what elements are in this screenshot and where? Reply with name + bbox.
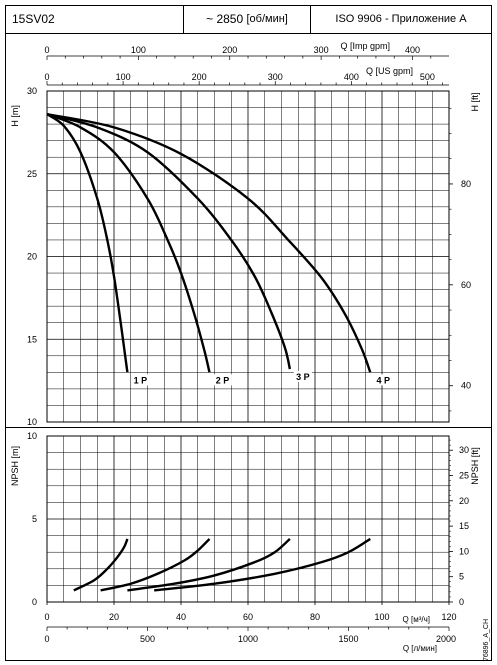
us-gpm-tick-label: 200 xyxy=(192,72,207,82)
npsh-curve-2p xyxy=(100,538,211,592)
x-tick-label: 100 xyxy=(374,612,389,622)
drawing-code: 76896_A_CH xyxy=(483,619,490,661)
y-right-tick-label: 20 xyxy=(459,496,469,506)
us-gpm-axis-label: Q [US gpm] xyxy=(366,66,413,76)
y-tick-label: 20 xyxy=(27,252,37,262)
npsh-curve-3p xyxy=(127,538,291,592)
lmin-tick-label: 0 xyxy=(44,634,49,644)
y-axis-label: H [m] xyxy=(10,105,20,127)
head-curve-4p xyxy=(46,112,372,373)
plot-border xyxy=(46,90,450,423)
npsh-curve-1p xyxy=(73,538,129,592)
y-tick-label: 30 xyxy=(27,86,37,96)
imp-gpm-tick-label: 400 xyxy=(405,45,420,55)
head-curve-3p xyxy=(46,113,292,370)
imp-gpm-axis-label: Q [Imp gpm] xyxy=(340,41,390,51)
y-right-tick-label: 25 xyxy=(459,471,469,481)
imp-gpm-tick-label: 100 xyxy=(131,45,146,55)
us-gpm-tick-label: 500 xyxy=(420,72,435,82)
x-tick-label: 20 xyxy=(109,612,119,622)
imp-gpm-tick-label: 0 xyxy=(44,45,49,55)
npsh-curve-chart: 0 5 10 NPSH [m] 0 5 10 15 20 25 30 NPSH [ft] 0 20 40 60… xyxy=(10,431,490,661)
lmin-tick-label: 1000 xyxy=(238,634,258,644)
us-gpm-tick-label: 0 xyxy=(44,72,49,82)
curve-label-bg xyxy=(374,374,393,386)
y-right-tick-label: 80 xyxy=(461,179,471,189)
y-right-axis-label: NPSH [ft] xyxy=(470,447,480,485)
curve-label-bg xyxy=(131,374,150,386)
y-right-tick-label: 40 xyxy=(461,381,471,391)
head-curve-2p xyxy=(46,113,211,373)
x-tick-label: 120 xyxy=(441,612,456,622)
x-axis-label: Q [м³/ч] xyxy=(403,615,430,624)
curve-label-bg xyxy=(213,374,232,386)
head-curve-1p xyxy=(46,113,129,373)
header-model-cell: 15SV02 xyxy=(12,5,182,33)
imp-gpm-tick-label: 200 xyxy=(222,45,237,55)
lmin-axis-label: Q [л/мин] xyxy=(403,644,437,653)
curve-label-1p: 1 P xyxy=(134,375,148,385)
standard-label: ISO 9906 - Приложение A xyxy=(335,13,467,25)
lmin-tick-label: 1500 xyxy=(338,634,358,644)
x-tick-label: 80 xyxy=(310,612,320,622)
y-tick-label: 15 xyxy=(27,334,37,344)
y-tick-label: 5 xyxy=(32,514,37,524)
curve-label-bg xyxy=(293,371,312,383)
y-right-tick-label: 30 xyxy=(459,445,469,455)
speed-unit: [об/мин] xyxy=(246,13,288,25)
y-right-tick-label: 60 xyxy=(461,280,471,290)
y-right-tick-label: 5 xyxy=(459,572,464,582)
curve-label-3p: 3 P xyxy=(296,372,310,382)
lmin-tick-label: 500 xyxy=(140,634,155,644)
speed-value: ~ 2850 xyxy=(206,12,244,26)
us-gpm-tick-label: 300 xyxy=(268,72,283,82)
header-speed-cell: ~ 2850 [об/мин] xyxy=(184,5,310,33)
x-tick-label: 60 xyxy=(243,612,253,622)
y-tick-label: 25 xyxy=(27,169,37,179)
lmin-tick-label: 2000 xyxy=(436,634,456,644)
model-label: 15SV02 xyxy=(12,12,55,26)
imp-gpm-tick-label: 300 xyxy=(314,45,329,55)
us-gpm-tick-label: 100 xyxy=(116,72,131,82)
y-tick-label: 10 xyxy=(27,431,37,441)
y-right-tick-label: 15 xyxy=(459,521,469,531)
curve-label-4p: 4 P xyxy=(377,375,391,385)
curve-label-2p: 2 P xyxy=(216,375,230,385)
header-standard-cell: ISO 9906 - Приложение A xyxy=(311,5,491,33)
y-tick-label: 10 xyxy=(27,417,37,427)
head-curve-chart: 10 15 20 25 30 H [m] 40 60 80 H [ft] 0 100 200 300 400… xyxy=(10,41,480,427)
us-gpm-tick-label: 400 xyxy=(344,72,359,82)
y-right-tick-label: 0 xyxy=(459,597,464,607)
x-tick-label: 0 xyxy=(44,612,49,622)
y-right-tick-label: 10 xyxy=(459,546,469,556)
y-axis-label: NPSH [m] xyxy=(10,446,20,486)
y-right-axis-label: H [ft] xyxy=(470,92,480,111)
npsh-curve-4p xyxy=(154,537,371,592)
y-tick-label: 0 xyxy=(32,597,37,607)
x-tick-label: 40 xyxy=(176,612,186,622)
